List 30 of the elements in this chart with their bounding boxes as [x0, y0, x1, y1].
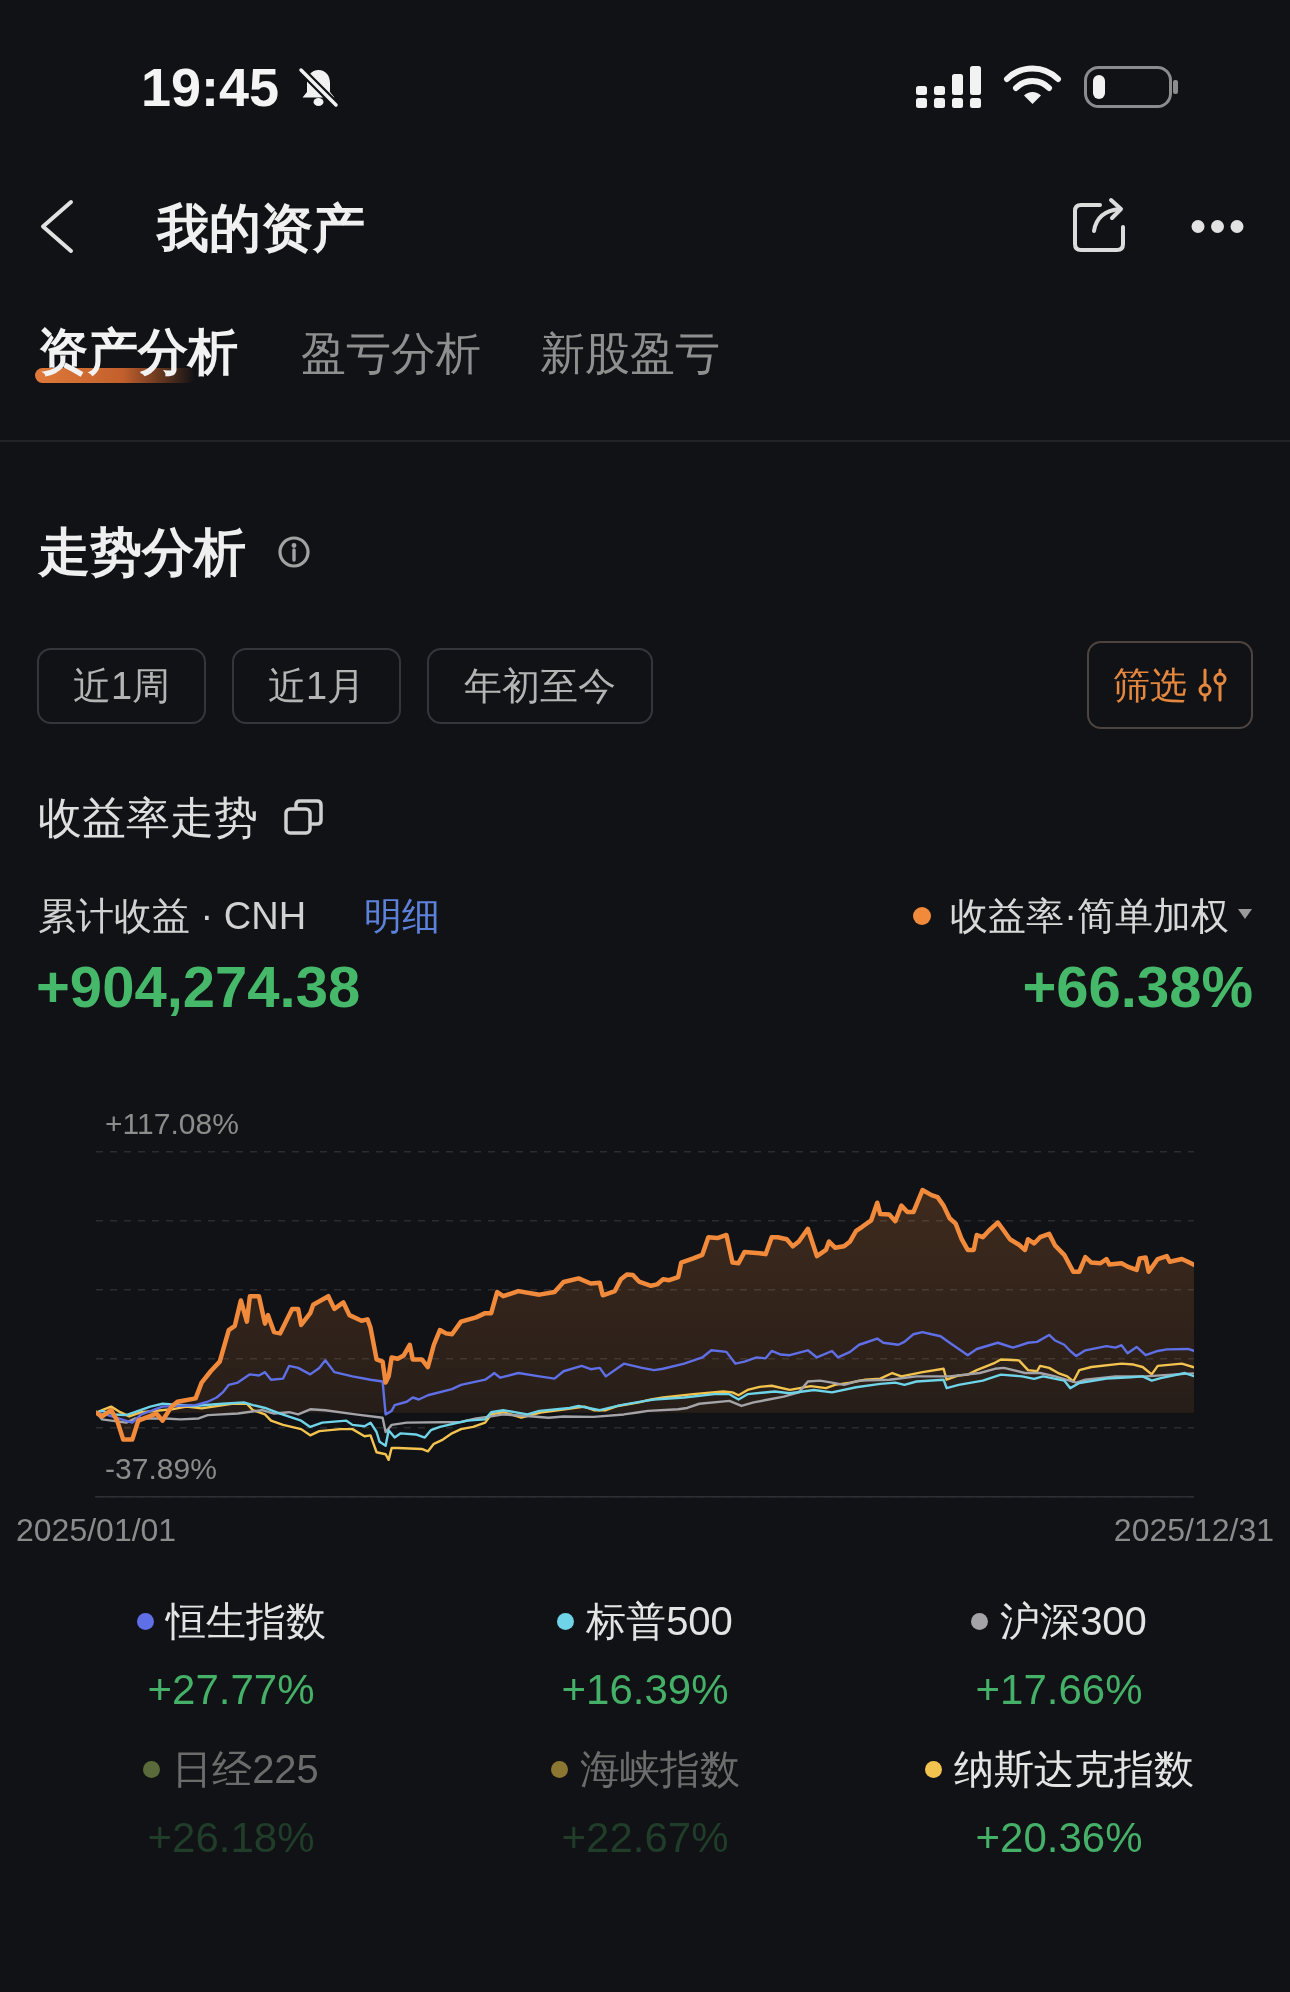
chart-title: 收益率走势: [38, 793, 258, 842]
text: 我的资产: [157, 199, 365, 257]
legend-label: 日经225: [172, 1747, 319, 1791]
legend-label: 沪深300: [1000, 1599, 1147, 1643]
text: 筛选: [1112, 664, 1187, 706]
text: +17.66%: [975, 1666, 1143, 1713]
y-tick-label: -37.89%: [105, 1452, 217, 1486]
text: 累计收益 · CNH: [38, 895, 307, 937]
text: +27.77%: [147, 1666, 315, 1713]
text: 明细: [364, 895, 440, 937]
legend-label: 纳斯达克指数: [953, 1747, 1194, 1791]
text: 19:45: [141, 57, 280, 117]
text: 资产分析: [38, 324, 238, 380]
legend-label: 标普500: [586, 1599, 733, 1643]
text: +20.36%: [975, 1814, 1143, 1861]
legend-label: 收益率·简单加权: [950, 895, 1229, 937]
y-tick-label: +117.08%: [105, 1107, 239, 1141]
legend-label: 海峡指数: [579, 1747, 740, 1791]
text: +904,274.38: [36, 954, 361, 1019]
text: 年初至今: [464, 665, 616, 707]
legend-label: 恒生指数: [165, 1599, 326, 1643]
x-tick-label: 2025/01/01: [16, 1512, 177, 1549]
text: 盈亏分析: [301, 328, 481, 379]
text: 近1月: [267, 665, 366, 707]
text: +16.39%: [561, 1666, 729, 1713]
text: 走势分析: [38, 523, 246, 581]
text: 近1周: [72, 665, 171, 707]
x-tick-label: 2025/12/31: [1113, 1512, 1274, 1549]
text: 新股盈亏: [540, 328, 720, 379]
text: +66.38%: [1022, 954, 1253, 1019]
